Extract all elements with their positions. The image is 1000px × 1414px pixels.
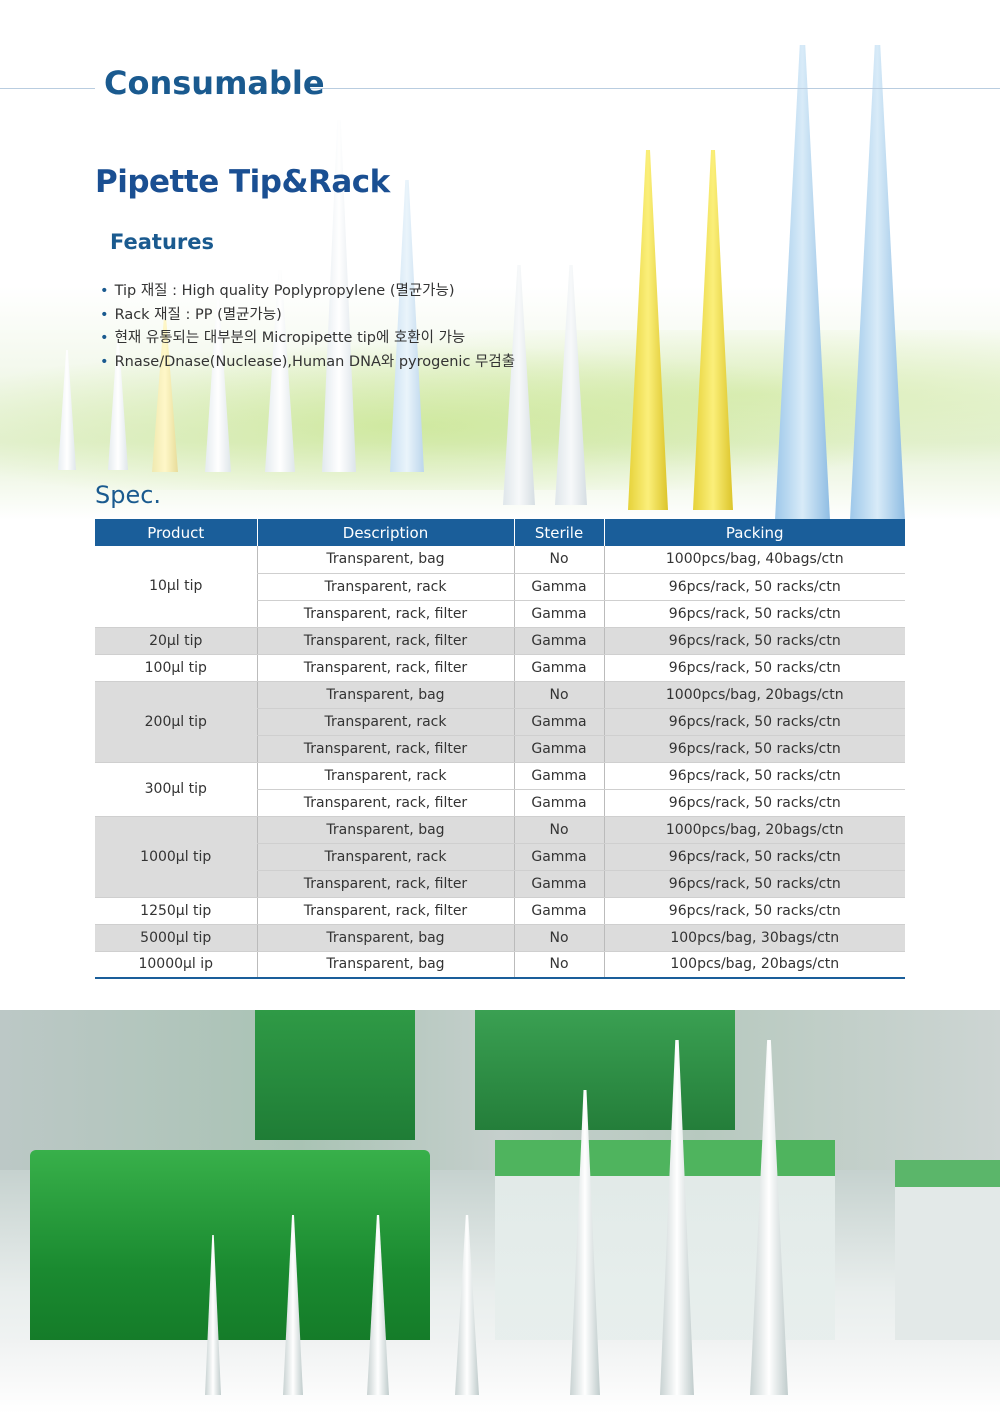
description-cell: Transparent, rack, filter — [256, 897, 514, 925]
column-header: Packing — [603, 519, 905, 546]
product-cell: 10000μl ip — [95, 951, 257, 979]
sterile-cell: No — [513, 681, 604, 709]
spec-heading: Spec. — [95, 481, 162, 509]
product-cell: 100μl tip — [95, 654, 257, 682]
sterile-cell: No — [513, 546, 604, 574]
table-surface — [0, 1340, 1000, 1414]
packing-cell: 1000pcs/bag, 20bags/ctn — [603, 681, 905, 709]
table-row: Transparent, rack, filter Gamma 96pcs/rack… — [95, 789, 905, 817]
table-row: 1250μl tip Transparent, rack, filter Gamma… — [95, 897, 905, 925]
description-cell: Transparent, rack — [256, 843, 514, 871]
packing-cell: 96pcs/rack, 50 racks/ctn — [603, 870, 905, 898]
description-cell: Transparent, rack, filter — [256, 654, 514, 682]
table-row: Transparent, rack, filter Gamma 96pcs/rack… — [95, 600, 905, 628]
description-cell: Transparent, rack, filter — [256, 600, 514, 628]
clear-tip-rack — [895, 1160, 1000, 1340]
sterile-cell: Gamma — [513, 627, 604, 655]
description-cell: Transparent, rack — [256, 708, 514, 736]
packing-cell: 96pcs/rack, 50 racks/ctn — [603, 627, 905, 655]
packing-cell: 96pcs/rack, 50 racks/ctn — [603, 843, 905, 871]
column-header: Description — [256, 519, 514, 546]
sterile-cell: No — [513, 924, 604, 952]
product-cell: 300μl tip — [95, 762, 257, 817]
feature-item: Rack 재질 : PP (멸균가능) — [100, 304, 515, 328]
table-row: 10μl tip Transparent, bag No 1000pcs/bag, 4… — [95, 546, 905, 628]
description-cell: Transparent, bag — [256, 816, 514, 844]
sterile-cell: Gamma — [513, 708, 604, 736]
feature-item: Tip 재질 : High quality Poplypropylene (멸균… — [100, 280, 515, 304]
table-row: 20μl tip Transparent, rack, filter Gamma 96… — [95, 627, 905, 655]
description-cell: Transparent, rack — [256, 573, 514, 601]
packing-cell: 1000pcs/bag, 40bags/ctn — [603, 546, 905, 574]
tip-image — [850, 45, 905, 520]
table-row: 5000μl tip Transparent, bag No 100pcs/bag, … — [95, 924, 905, 952]
sterile-cell: Gamma — [513, 735, 604, 763]
sterile-cell: Gamma — [513, 870, 604, 898]
sterile-cell: Gamma — [513, 573, 604, 601]
sterile-cell: Gamma — [513, 843, 604, 871]
table-row: Transparent, rack Gamma 96pcs/rack, 50 rac… — [95, 708, 905, 736]
sterile-cell: Gamma — [513, 789, 604, 817]
product-photo — [0, 1010, 1000, 1414]
packing-cell: 96pcs/rack, 50 racks/ctn — [603, 762, 905, 790]
description-cell: Transparent, rack — [256, 762, 514, 790]
description-cell: Transparent, bag — [256, 546, 514, 574]
description-cell: Transparent, bag — [256, 924, 514, 952]
feature-item: 현재 유통되는 대부분의 Micropipette tip에 호환이 가능 — [100, 327, 515, 351]
sterile-cell: Gamma — [513, 600, 604, 628]
description-cell: Transparent, rack, filter — [256, 789, 514, 817]
product-cell: 20μl tip — [95, 627, 257, 655]
column-header: Product — [95, 519, 257, 546]
product-cell: 200μl tip — [95, 681, 257, 763]
packing-cell: 96pcs/rack, 50 racks/ctn — [603, 654, 905, 682]
product-cell: 5000μl tip — [95, 924, 257, 952]
spec-table: Product Description Sterile Packing 10μl… — [95, 519, 905, 979]
table-row: 100μl tip Transparent, rack, filter Gamma 9… — [95, 654, 905, 682]
page-title: Consumable — [104, 64, 325, 102]
tip-image — [775, 45, 830, 520]
product-cell: 1000μl tip — [95, 816, 257, 898]
table-row: Transparent, rack, filter Gamma 96pcs/rack… — [95, 870, 905, 898]
table-row: Transparent, rack Gamma 96pcs/rack, 50 rac… — [95, 843, 905, 871]
packing-cell: 96pcs/rack, 50 racks/ctn — [603, 600, 905, 628]
table-row: 200μl tip Transparent, bag No 1000pcs/bag, … — [95, 681, 905, 763]
product-cell: 1250μl tip — [95, 897, 257, 925]
green-tip-rack — [30, 1150, 430, 1350]
header-rule — [305, 88, 1000, 89]
table-row: 300μl tip Transparent, rack Gamma 96pcs/rac… — [95, 762, 905, 817]
packing-cell: 96pcs/rack, 50 racks/ctn — [603, 735, 905, 763]
header-rule — [0, 88, 95, 89]
description-cell: Transparent, bag — [256, 951, 514, 979]
tip-image — [455, 1215, 479, 1395]
packing-cell: 100pcs/bag, 30bags/ctn — [603, 924, 905, 952]
packing-cell: 96pcs/rack, 50 racks/ctn — [603, 708, 905, 736]
description-cell: Transparent, rack, filter — [256, 870, 514, 898]
description-cell: Transparent, bag — [256, 681, 514, 709]
sterile-cell: Gamma — [513, 762, 604, 790]
feature-item: Rnase/Dnase(Nuclease),Human DNA와 pyrogen… — [100, 351, 516, 375]
features-heading: Features — [110, 230, 214, 254]
packing-cell: 96pcs/rack, 50 racks/ctn — [603, 789, 905, 817]
features-list: Tip 재질 : High quality Poplypropylene (멸균… — [100, 280, 516, 375]
sterile-cell: Gamma — [513, 654, 604, 682]
rack-stack — [255, 1010, 415, 1140]
sterile-cell: No — [513, 816, 604, 844]
packing-cell: 96pcs/rack, 50 racks/ctn — [603, 897, 905, 925]
sterile-cell: No — [513, 951, 604, 979]
description-cell: Transparent, rack, filter — [256, 627, 514, 655]
table-row: Transparent, rack Gamma 96pcs/rack, 50 rac… — [95, 573, 905, 601]
packing-cell: 1000pcs/bag, 20bags/ctn — [603, 816, 905, 844]
table-row: 10000μl ip Transparent, bag No 100pcs/bag, … — [95, 951, 905, 979]
column-header: Sterile — [513, 519, 604, 546]
rack-stack — [475, 1010, 735, 1130]
product-title: Pipette Tip&Rack — [95, 164, 390, 200]
product-cell: 10μl tip — [95, 546, 257, 628]
table-row: 1000μl tip Transparent, bag No 1000pcs/bag,… — [95, 816, 905, 898]
sterile-cell: Gamma — [513, 897, 604, 925]
description-cell: Transparent, rack, filter — [256, 735, 514, 763]
table-row: Transparent, rack, filter Gamma 96pcs/rack… — [95, 735, 905, 763]
packing-cell: 96pcs/rack, 50 racks/ctn — [603, 573, 905, 601]
packing-cell: 100pcs/bag, 20bags/ctn — [603, 951, 905, 979]
